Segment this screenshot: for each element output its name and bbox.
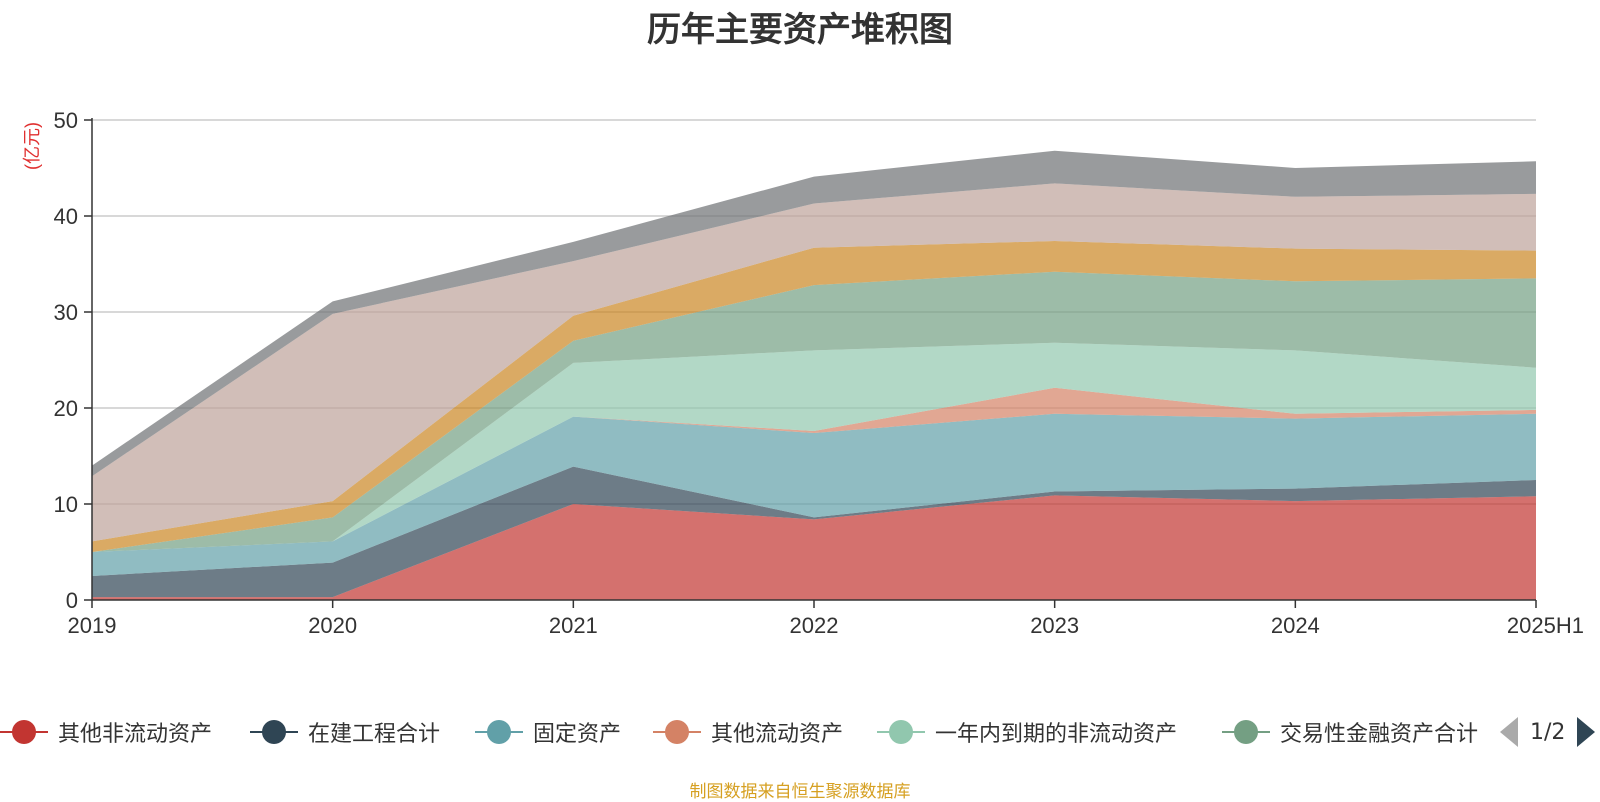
y-tick-label: 10 <box>54 492 78 517</box>
legend-marker-icon <box>475 720 523 744</box>
legend-item[interactable]: 其他流动资产 <box>653 712 843 752</box>
y-axis-unit-label: (亿元) <box>22 122 42 170</box>
area-series-3[interactable] <box>92 413 1536 576</box>
legend-label: 其他非流动资产 <box>58 722 213 747</box>
source-note: 制图数据来自恒生聚源数据库 <box>689 782 911 802</box>
area-series-8[interactable] <box>92 183 1536 542</box>
area-series-1[interactable] <box>92 495 1536 600</box>
legend-prev-page-icon[interactable] <box>1500 717 1518 747</box>
legend-label: 一年内到期的非流动资产 <box>935 722 1178 747</box>
legend-item[interactable]: 一年内到期的非流动资产 <box>877 712 1177 752</box>
legend-marker-icon <box>0 720 48 744</box>
legend-item[interactable]: 其他非流动资产 <box>0 712 212 752</box>
stacked-area-chart: 0 10 20 30 40 50 2019 2020 2021 2022 2023 2024 2025H… <box>22 108 1584 638</box>
legend-next-page-icon[interactable] <box>1577 717 1596 747</box>
x-tick-label: 2024 <box>1271 613 1320 638</box>
legend-label: 在建工程合计 <box>308 722 441 747</box>
legend-marker-icon <box>877 720 925 744</box>
area-series-9[interactable] <box>92 150 1536 477</box>
legend-page-indicator: 1/2 <box>1530 719 1566 745</box>
axes: 0 10 20 30 40 50 2019 2020 2021 2022 2023 2024 2025H… <box>54 108 1584 638</box>
legend-marker-icon <box>653 720 701 744</box>
legend-marker-icon <box>1222 720 1270 744</box>
area-series-2[interactable] <box>92 466 1536 598</box>
x-tick-label: 2025H1 <box>1507 613 1584 638</box>
legend-pager: 1/2 <box>1500 712 1596 752</box>
legend-label: 交易性金融资产合计 <box>1280 722 1478 747</box>
y-tick-label: 20 <box>54 396 78 421</box>
legend-marker-icon <box>250 720 298 744</box>
chart-title: 历年主要资产堆积图 <box>647 10 953 50</box>
legend-label: 固定资产 <box>533 722 622 747</box>
y-tick-label: 30 <box>54 300 78 325</box>
legend-item[interactable]: 交易性金融资产合计 <box>1222 712 1478 752</box>
area-series-7[interactable] <box>92 241 1536 552</box>
area-series-5[interactable] <box>92 342 1536 552</box>
y-tick-label: 0 <box>66 588 78 613</box>
y-tick-label: 40 <box>54 204 78 229</box>
area-series-6[interactable] <box>92 271 1536 552</box>
x-tick-label: 2021 <box>549 613 598 638</box>
y-tick-label: 50 <box>54 108 78 133</box>
legend-item[interactable]: 固定资产 <box>475 712 621 752</box>
legend-items: 其他非流动资产 在建工程合计 固定资产 其他流动资产 一年内到期的非流动资产 交易性金融资… <box>0 712 1478 752</box>
area-series <box>92 150 1536 600</box>
x-tick-label: 2023 <box>1030 613 1079 638</box>
x-tick-label: 2019 <box>68 613 117 638</box>
legend-item[interactable]: 在建工程合计 <box>250 712 440 752</box>
legend-label: 其他流动资产 <box>711 722 844 747</box>
x-tick-label: 2022 <box>790 613 839 638</box>
legend: 其他非流动资产 在建工程合计 固定资产 其他流动资产 一年内到期的非流动资产 交易性金融资… <box>0 712 1600 752</box>
x-tick-label: 2020 <box>308 613 357 638</box>
